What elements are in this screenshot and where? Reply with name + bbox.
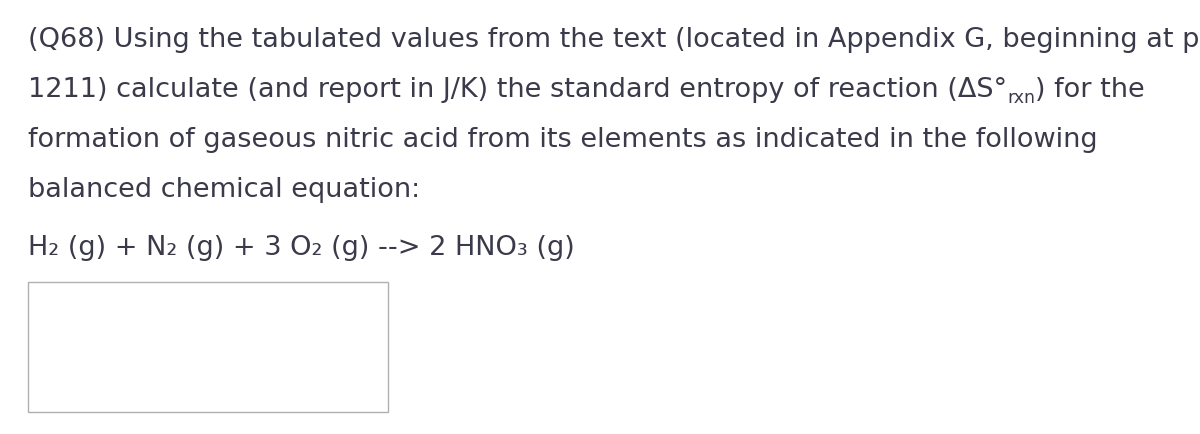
Text: 1211) calculate (and report in J/K) the standard entropy of reaction (ΔS°: 1211) calculate (and report in J/K) the … [28,77,1007,103]
FancyBboxPatch shape [28,283,388,412]
Text: H₂ (g) + N₂ (g) + 3 O₂ (g) --> 2 HNO₃ (g): H₂ (g) + N₂ (g) + 3 O₂ (g) --> 2 HNO₃ (g… [28,234,575,260]
Text: rxn: rxn [1007,89,1036,107]
Text: (Q68) Using the tabulated values from the text (located in Appendix G, beginning: (Q68) Using the tabulated values from th… [28,27,1200,53]
Text: balanced chemical equation:: balanced chemical equation: [28,177,420,203]
Text: ) for the: ) for the [1036,77,1145,103]
Text: formation of gaseous nitric acid from its elements as indicated in the following: formation of gaseous nitric acid from it… [28,127,1098,153]
